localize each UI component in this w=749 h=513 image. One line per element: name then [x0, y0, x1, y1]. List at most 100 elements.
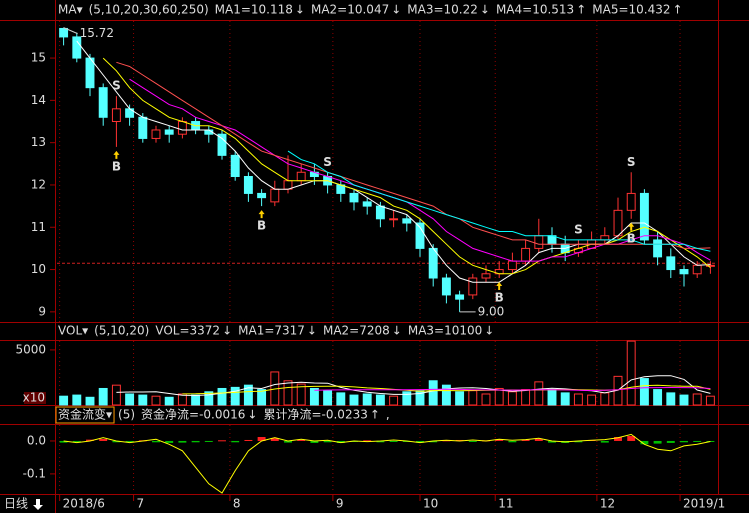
signal-arrow: [258, 210, 265, 219]
candle-body: [164, 129, 174, 135]
volume-bar: [217, 387, 227, 406]
volume-bar: [428, 380, 438, 406]
volume-bar: [257, 389, 267, 406]
y-tick-label: 14: [31, 93, 46, 107]
flow-bar: [323, 440, 332, 443]
candle-body: [296, 171, 306, 182]
volume-bar: [441, 384, 451, 406]
flow-bar: [416, 440, 424, 443]
flow-bar: [627, 436, 636, 441]
volume-bar: [85, 396, 95, 406]
candle-body: [679, 269, 689, 275]
legend-arrow: ↓: [307, 324, 317, 338]
candle-body: [415, 222, 425, 249]
candle-body: [59, 27, 69, 38]
flow-bar: [86, 439, 94, 441]
volume-bar: [111, 384, 121, 406]
volume-bar: [455, 391, 465, 406]
candle-body: [441, 277, 451, 296]
candle-body: [230, 154, 240, 177]
legend-entry: MA2=10.047: [311, 3, 389, 17]
indicator-box: [55, 406, 115, 424]
candle-body: [468, 277, 478, 296]
volume-bar: [362, 393, 372, 406]
ma-line: [287, 150, 711, 252]
indicator-selector[interactable]: 资金流变▾: [58, 407, 112, 422]
x-tick-label: 10: [423, 497, 438, 511]
volume-ma-line: [116, 375, 711, 397]
legend-entry: 累计净流=-0.0233: [263, 408, 367, 422]
flow-bar: [72, 440, 81, 442]
volume-bar: [521, 389, 531, 406]
volume-bar: [415, 390, 425, 406]
candle-body: [138, 116, 148, 139]
flow-bar: [614, 437, 622, 441]
volume-bar: [653, 389, 663, 406]
flow-bar: [376, 440, 385, 443]
volume-bar: [138, 394, 148, 406]
flow-bar: [534, 438, 543, 441]
candle-body: [455, 294, 465, 300]
flow-bar: [191, 440, 200, 443]
legend-arrow: ↓: [480, 3, 490, 17]
y-tick-label: 9: [38, 304, 46, 318]
indicator-params: (5,10,20): [94, 324, 149, 338]
legend-arrow: ↑: [370, 408, 380, 422]
candle-body: [428, 247, 438, 279]
unit-box: [24, 392, 46, 404]
flow-bar: [336, 440, 345, 443]
candle-body: [534, 235, 544, 249]
legend-entry: MA3=10.22: [407, 3, 478, 17]
volume-bar: [481, 393, 491, 406]
y-tick-label: 15: [31, 51, 46, 65]
volume-bar: [164, 396, 174, 406]
candle-body: [151, 129, 161, 139]
indicator-selector[interactable]: MA▾: [58, 3, 83, 17]
buy-signal: B: [257, 219, 266, 233]
flow-bar: [165, 440, 174, 443]
flow-bar: [204, 440, 213, 442]
indicator-params: (5): [118, 408, 135, 422]
flow-bar: [389, 440, 398, 442]
flow-bar: [680, 440, 688, 443]
candle-body: [177, 121, 187, 135]
candle-body: [639, 192, 649, 241]
flow-bar: [152, 440, 160, 443]
x-tick-label: 2019/1: [683, 497, 725, 511]
volume-bar: [573, 393, 583, 406]
x-tick-label: 2018/6: [63, 497, 105, 511]
flow-bar: [468, 440, 477, 442]
candle-body: [375, 205, 385, 220]
flow-bar: [508, 440, 517, 443]
legend-arrow: ↓: [391, 3, 401, 17]
period-arrow-icon[interactable]: [33, 499, 43, 510]
indicator-selector[interactable]: VOL▾: [58, 324, 88, 338]
volume-bar: [296, 383, 306, 406]
volume-bar: [639, 378, 649, 406]
sell-signal: S: [323, 155, 332, 169]
legend-arrow: ↓: [392, 324, 402, 338]
volume-bar: [230, 386, 240, 406]
y-tick-label: 0.0: [27, 433, 46, 447]
volume-bar: [494, 387, 504, 406]
volume-bar: [204, 391, 214, 406]
volume-bar: [177, 393, 187, 406]
candle-body: [389, 218, 399, 221]
candle-body: [217, 133, 227, 156]
candle-body: [270, 188, 280, 203]
volume-bar: [587, 394, 597, 406]
candle-body: [521, 247, 531, 262]
legend-arrow: ↓: [247, 408, 257, 422]
flow-bar: [640, 440, 649, 445]
volume-bar: [59, 395, 69, 406]
candle-body: [600, 235, 610, 241]
volume-bar: [705, 395, 715, 406]
flow-bar: [706, 440, 715, 442]
volume-bar: [626, 340, 636, 406]
volume-bar: [323, 390, 333, 406]
candle-body: [705, 264, 715, 267]
period-label[interactable]: 日线: [4, 497, 28, 511]
